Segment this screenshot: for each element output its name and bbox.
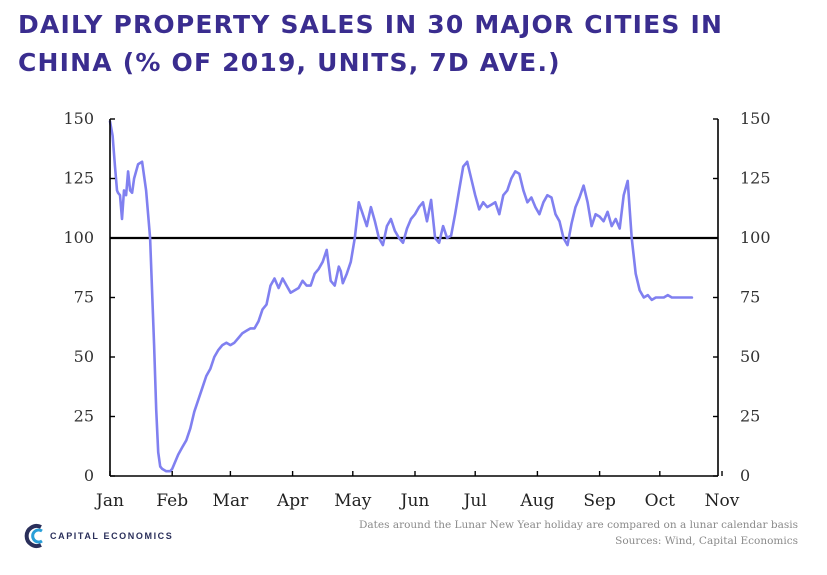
right-y-tick-label: 0 [740,466,750,485]
x-tick-label: Feb [156,491,188,511]
x-tick-label: Aug [519,491,554,511]
logo-mark-icon [24,524,43,548]
left-y-tick-label: 125 [63,169,94,188]
chart-sources: Sources: Wind, Capital Economics [615,535,798,547]
title-line-2: CHINA (% OF 2019, UNITS, 7D AVE.) [18,48,561,77]
x-tick-labels: Jan Feb Mar Apr May Jun Jul Aug Sep Oct Nov [94,491,740,511]
x-tick-label: May [334,491,372,511]
left-y-tick-label: 75 [74,288,94,307]
left-y-tick-label: 150 [63,109,94,128]
series-group [108,120,694,473]
left-y-tick-labels: 0 25 50 75 100 125 150 [63,109,94,485]
title-line-1: DAILY PROPERTY SALES IN 30 MAJOR CITIES … [18,10,724,39]
right-y-tick-label: 150 [740,109,771,128]
right-y-tick-label: 50 [740,347,760,366]
left-y-tick-label: 50 [74,347,94,366]
right-y-tick-label: 125 [740,169,771,188]
sales-series-line [108,120,694,473]
right-y-tick-label: 25 [740,407,760,426]
right-y-tick-label: 75 [740,288,760,307]
capital-economics-logo: CAPITAL ECONOMICS [22,521,212,551]
axes-group [109,118,723,477]
x-tick-label: Oct [645,491,675,511]
left-y-tick-label: 0 [84,466,94,485]
x-tick-label: Nov [705,491,740,511]
right-y-tick-labels: 0 25 50 75 100 125 150 [740,109,771,485]
x-tick-label: Sep [583,491,616,511]
x-tick-label: Mar [213,491,250,511]
x-tick-label: Jun [399,491,430,511]
x-tick-label: Jan [94,491,124,511]
left-y-tick-label: 100 [63,228,94,247]
right-y-tick-label: 100 [740,228,771,247]
left-y-tick-label: 25 [74,407,94,426]
x-tick-label: Jul [462,491,487,511]
chart-note: Dates around the Lunar New Year holiday … [358,519,798,531]
chart-title: DAILY PROPERTY SALES IN 30 MAJOR CITIES … [18,6,818,82]
logo-text: CAPITAL ECONOMICS [50,531,174,541]
x-tick-label: Apr [276,491,309,511]
